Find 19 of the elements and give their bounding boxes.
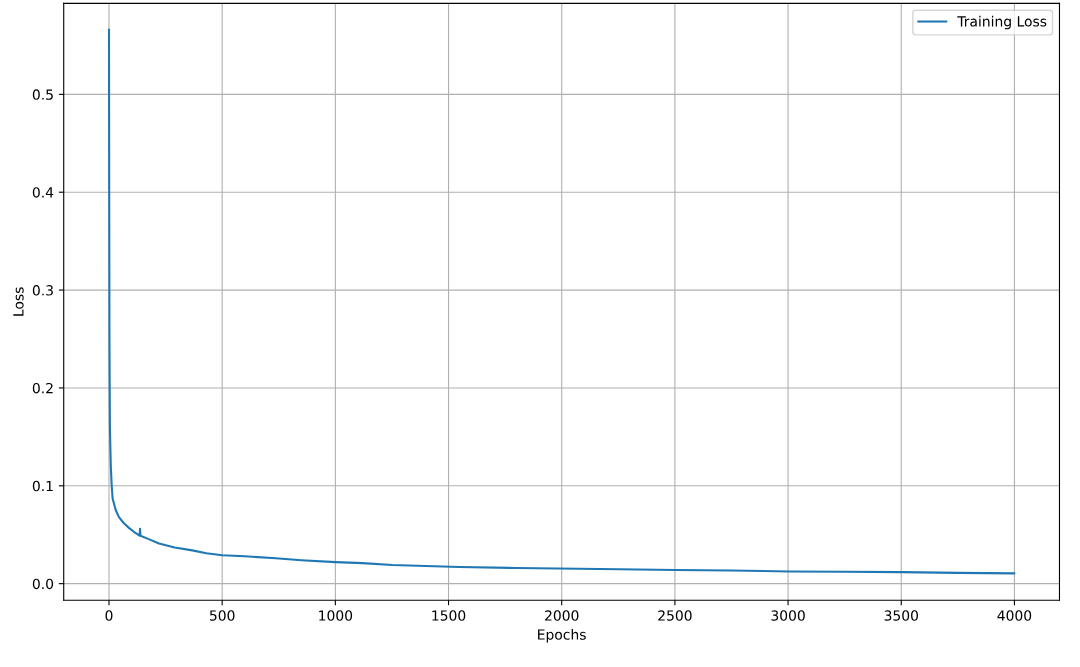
x-tick-label: 1500 — [432, 610, 466, 621]
x-tick-label: 4000 — [997, 610, 1032, 621]
x-tick-label: 500 — [209, 610, 235, 621]
y-tick-label: 0.3 — [32, 285, 53, 296]
y-tick-label: 0.4 — [32, 187, 54, 198]
x-tick-label: 0 — [105, 610, 113, 621]
legend-label: Training Loss — [957, 15, 1047, 30]
y-tick-label: 0.2 — [32, 382, 53, 394]
x-tick-label: 2000 — [545, 610, 579, 621]
x-tick-label: 1000 — [319, 610, 353, 621]
line-series — [107, 28, 1016, 575]
y-tick-label: 0.0 — [32, 578, 54, 590]
y-axis-title: Loss — [13, 287, 24, 316]
x-tick-label: 3000 — [771, 610, 805, 621]
y-tick-label: 0.5 — [32, 89, 53, 100]
x-axis-title: Epochs — [538, 629, 586, 643]
x-tick-label: 3500 — [884, 610, 918, 621]
y-tick-label: 0.1 — [32, 480, 53, 492]
x-tick-label: 2500 — [658, 610, 692, 621]
